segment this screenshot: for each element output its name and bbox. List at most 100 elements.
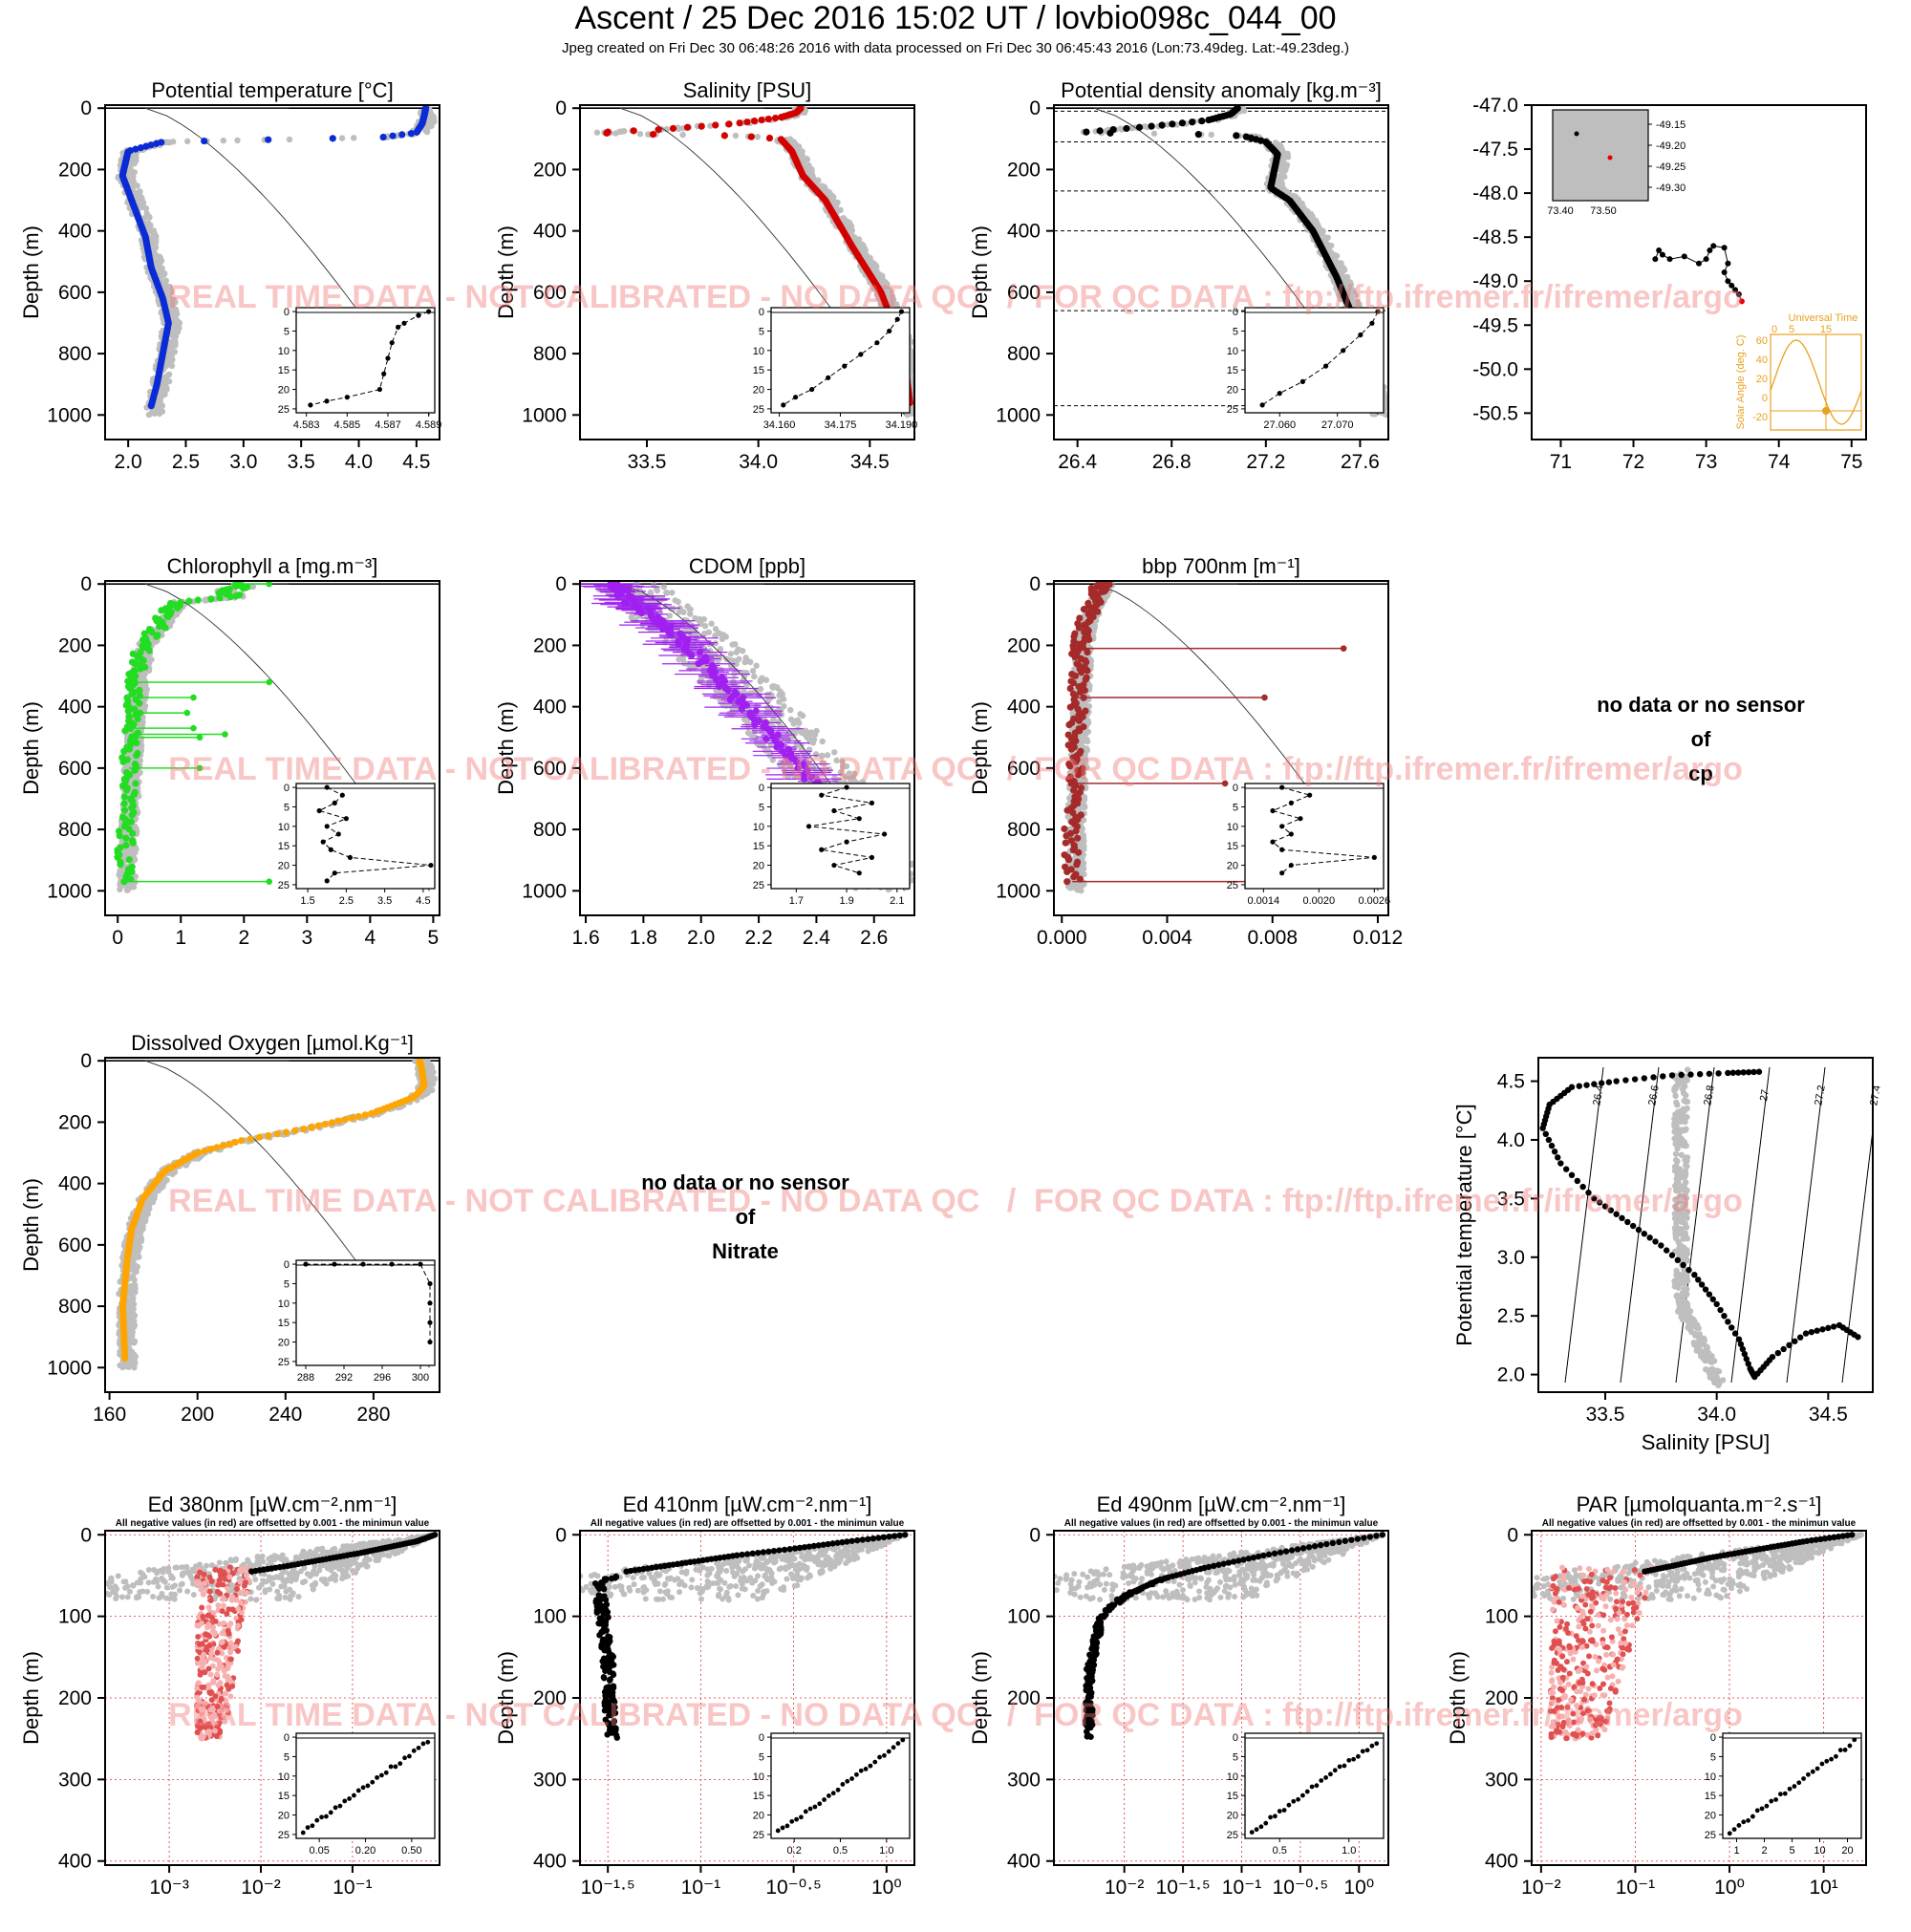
history-point (169, 344, 175, 350)
history-point (170, 139, 176, 144)
history-point (171, 333, 177, 338)
history-point (1276, 178, 1281, 183)
x-tick-label: 27.2 (1246, 451, 1285, 473)
history-point (771, 683, 777, 689)
inset-x-tick-label: 2.5 (339, 895, 354, 907)
history-point (811, 737, 817, 742)
history-point (708, 621, 714, 627)
inset-point (806, 824, 811, 828)
profile-point (240, 585, 247, 591)
y-tick-label: 400 (1007, 221, 1041, 243)
inset-point (870, 855, 874, 860)
inset-point (325, 878, 330, 883)
spike-point (266, 679, 272, 686)
y-tick-label: 800 (58, 819, 92, 841)
chart-title: Chlorophyll a [mg.m⁻³] (167, 554, 378, 578)
history-point (917, 398, 923, 404)
y-tick-label: 1000 (522, 404, 567, 426)
inset-point (396, 325, 400, 330)
history-point (831, 749, 837, 755)
profile-point (724, 687, 731, 694)
history-point (637, 131, 643, 137)
history-point (917, 398, 923, 404)
profile-point (676, 641, 682, 648)
inset-point (819, 848, 824, 852)
inset-point (1278, 391, 1282, 396)
history-point (168, 360, 174, 366)
profile-point (121, 727, 128, 734)
inset-point (1358, 333, 1363, 337)
history-point (152, 232, 158, 238)
inset-y-tick-label: 25 (278, 880, 290, 891)
profile-point (695, 660, 701, 667)
profile-point (136, 700, 142, 707)
history-point (166, 351, 172, 356)
history-point (166, 372, 172, 377)
y-axis-label: Depth (m) (968, 225, 992, 319)
inset-frame (771, 784, 910, 889)
profile-point (126, 856, 133, 863)
profile-point (122, 835, 129, 842)
history-point (917, 397, 923, 402)
profile-point (232, 583, 239, 590)
history-point (781, 735, 786, 741)
profile-point (133, 752, 140, 759)
inset-point (377, 387, 382, 392)
inset-y-tick-label: 20 (753, 385, 764, 397)
spike-point (197, 765, 204, 772)
history-point (796, 720, 802, 726)
history-point (718, 631, 723, 636)
history-point (724, 656, 730, 662)
profile-point (1179, 119, 1186, 126)
profile-point (120, 878, 127, 885)
x-tick-label: 5 (428, 927, 440, 949)
profile-point (688, 652, 695, 658)
history-point (820, 739, 826, 744)
inset-y-tick-label: 10 (1227, 346, 1238, 357)
history-point (137, 188, 142, 194)
history-point (1280, 161, 1286, 166)
inset-x-tick-label: 1.7 (789, 895, 804, 907)
profile-point (1149, 123, 1155, 130)
y-tick-label: 800 (1007, 343, 1041, 365)
history-point (801, 731, 806, 737)
history-point (888, 289, 893, 294)
history-point (787, 707, 793, 713)
inset-y-tick-label: 15 (1227, 365, 1238, 376)
history-point (1338, 260, 1343, 266)
profile-point (330, 135, 336, 141)
history-point (1280, 173, 1286, 179)
profile-point (148, 402, 155, 409)
inset-point (831, 863, 836, 868)
profile-point (698, 123, 705, 130)
inset-point (333, 801, 337, 805)
profile-point (121, 793, 128, 800)
history-point (819, 753, 825, 759)
inset-y-tick-label: 10 (753, 346, 764, 357)
profile-point (207, 595, 214, 602)
profile-point (133, 740, 140, 746)
y-tick-label: 1000 (522, 880, 567, 902)
history-point (1273, 140, 1278, 145)
inset-y-tick-label: 5 (1233, 326, 1238, 337)
history-point (669, 590, 675, 595)
profile-point (398, 131, 405, 138)
inset-point (1369, 321, 1374, 326)
profile-point (631, 127, 637, 134)
history-point (841, 217, 847, 223)
profile-point (121, 807, 128, 814)
inset-point (895, 317, 900, 322)
history-point (1348, 286, 1354, 291)
profile-point (164, 613, 171, 620)
history-point (807, 731, 813, 737)
inset-y-tick-label: 10 (278, 822, 290, 833)
inset-x-tick-label: 27.070 (1321, 419, 1354, 431)
history-point (654, 587, 659, 592)
profile-point (158, 607, 164, 613)
spike-point (197, 734, 204, 741)
history-point (915, 404, 921, 410)
